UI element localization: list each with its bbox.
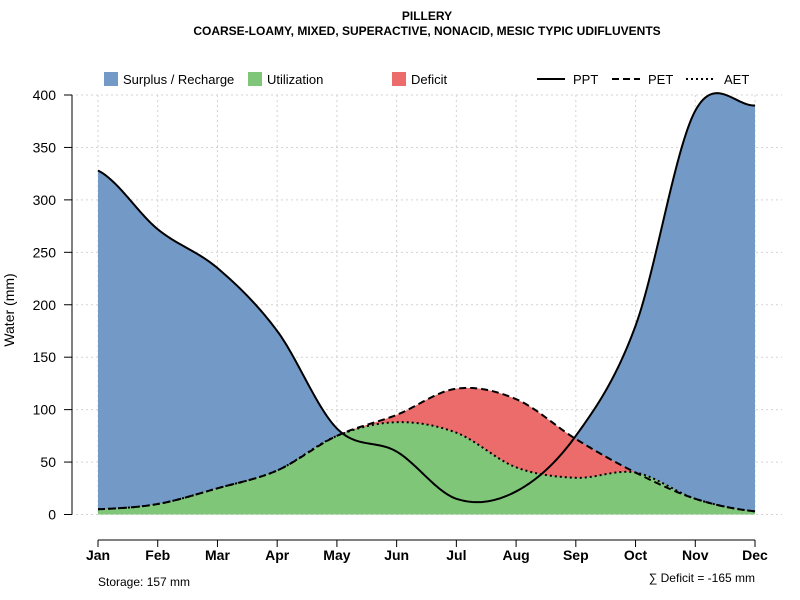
y-tick-label-200: 200 bbox=[33, 297, 57, 313]
x-tick-label-jan: Jan bbox=[86, 547, 110, 563]
y-tick-label-250: 250 bbox=[33, 244, 57, 260]
legend: Surplus / Recharge Utilization Deficit P… bbox=[104, 72, 749, 87]
x-tick-label-jun: Jun bbox=[384, 547, 409, 563]
x-tick-label-nov: Nov bbox=[682, 547, 709, 563]
x-tick-label-feb: Feb bbox=[145, 547, 170, 563]
series-lines bbox=[97, 92, 756, 513]
y-tick-label-150: 150 bbox=[33, 349, 57, 365]
x-tick-label-may: May bbox=[323, 547, 350, 563]
deficit-note: ∑ Deficit = -165 mm bbox=[649, 571, 755, 585]
legend-label-pet: PET bbox=[648, 72, 673, 87]
chart-title: PILLERY bbox=[402, 9, 452, 23]
series-line-aet bbox=[97, 421, 756, 513]
y-tick-label-0: 0 bbox=[48, 507, 56, 523]
y-tick-label-350: 350 bbox=[33, 139, 57, 155]
x-tick-label-dec: Dec bbox=[742, 547, 768, 563]
x-tick-label-sep: Sep bbox=[563, 547, 589, 563]
chart-subtitle: COARSE-LOAMY, MIXED, SUPERACTIVE, NONACI… bbox=[193, 24, 660, 38]
y-axis-label: Water (mm) bbox=[1, 273, 17, 346]
area-utilization bbox=[98, 422, 755, 515]
x-tick-label-oct: Oct bbox=[624, 547, 648, 563]
legend-label-utilization: Utilization bbox=[267, 72, 323, 87]
legend-swatch-deficit bbox=[392, 72, 406, 86]
legend-swatch-surplus bbox=[104, 72, 118, 86]
legend-label-surplus: Surplus / Recharge bbox=[123, 72, 234, 87]
x-tick-label-mar: Mar bbox=[205, 547, 230, 563]
y-tick-label-300: 300 bbox=[33, 192, 57, 208]
legend-label-aet: AET bbox=[724, 72, 749, 87]
area-layers bbox=[98, 93, 755, 515]
x-tick-label-aug: Aug bbox=[502, 547, 529, 563]
area-surplus-recharge bbox=[98, 93, 755, 515]
storage-note: Storage: 157 mm bbox=[98, 575, 190, 589]
legend-label-deficit: Deficit bbox=[411, 72, 448, 87]
legend-swatch-utilization bbox=[248, 72, 262, 86]
y-tick-label-400: 400 bbox=[33, 87, 57, 103]
series-line-ppt bbox=[97, 92, 756, 504]
x-tick-label-jul: Jul bbox=[446, 547, 466, 563]
x-tick-label-apr: Apr bbox=[265, 547, 290, 563]
legend-label-ppt: PPT bbox=[573, 72, 598, 87]
y-tick-label-50: 50 bbox=[40, 454, 56, 470]
y-tick-label-100: 100 bbox=[33, 402, 57, 418]
axes: 0 50 100 150 200 250 300 350 400 Jan Feb Mar Apr May J… bbox=[33, 87, 768, 563]
